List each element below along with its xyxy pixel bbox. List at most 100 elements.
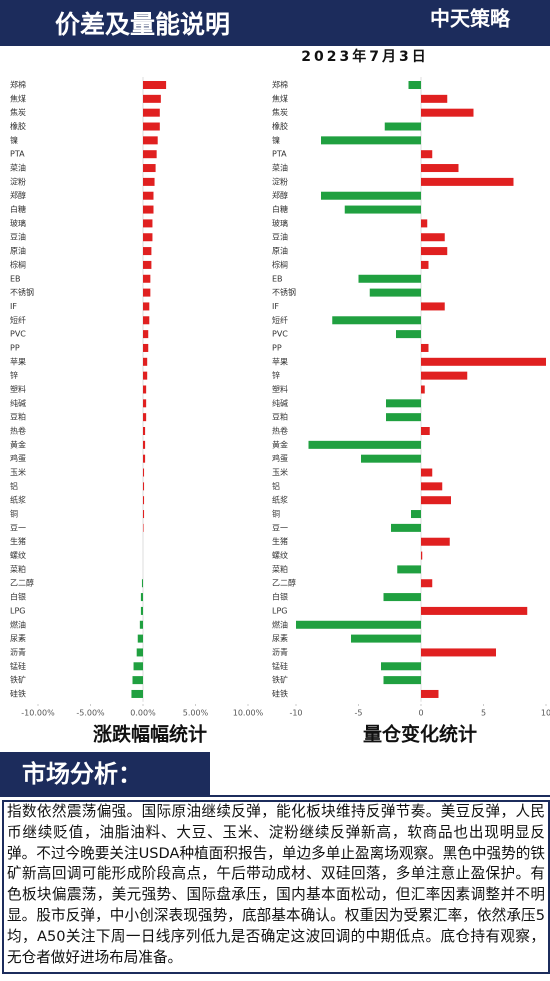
category-label: PTA bbox=[272, 150, 287, 159]
category-label: 淀粉 bbox=[10, 176, 26, 186]
bar bbox=[143, 94, 161, 103]
bar bbox=[321, 136, 421, 145]
category-label: 橡胶 bbox=[272, 121, 288, 131]
category-label: 棕榈 bbox=[10, 259, 26, 269]
category-label: 乙二醇 bbox=[272, 578, 296, 588]
bar bbox=[131, 689, 143, 698]
category-label: 锌 bbox=[272, 370, 280, 380]
category-label: 铁矿 bbox=[10, 675, 26, 685]
category-label: 铜 bbox=[10, 509, 18, 519]
bar bbox=[143, 468, 145, 477]
bar bbox=[421, 689, 439, 698]
bar bbox=[383, 676, 421, 685]
header-title: 价差及量能说明 bbox=[55, 10, 230, 39]
bar bbox=[143, 108, 160, 117]
bar bbox=[421, 579, 433, 588]
category-label: EB bbox=[10, 274, 21, 283]
bar bbox=[421, 302, 445, 311]
bar bbox=[132, 676, 143, 685]
category-label: 鸡蛋 bbox=[10, 453, 26, 463]
category-label: 镍 bbox=[272, 135, 280, 145]
category-label: PP bbox=[272, 343, 282, 352]
category-label: 菜油 bbox=[272, 163, 288, 173]
bar bbox=[143, 122, 160, 131]
category-label: PP bbox=[10, 343, 20, 352]
category-label: 纯碱 bbox=[10, 398, 26, 408]
category-label: 苹果 bbox=[10, 356, 26, 366]
category-label: 焦煤 bbox=[272, 93, 288, 103]
category-label: 螺纹 bbox=[272, 550, 288, 560]
bar bbox=[344, 205, 421, 214]
category-label: 不锈钢 bbox=[272, 287, 296, 297]
category-label: 菜粕 bbox=[10, 564, 26, 574]
category-label: 白糖 bbox=[272, 204, 288, 214]
bar bbox=[358, 274, 421, 283]
bar bbox=[408, 81, 421, 89]
category-label: 螺纹 bbox=[10, 550, 26, 560]
category-label: 黄金 bbox=[10, 439, 26, 449]
bar bbox=[143, 385, 147, 394]
category-label: PTA bbox=[10, 150, 25, 159]
chart-title: 涨跌幅幅统计 bbox=[93, 723, 207, 746]
category-label: 焦炭 bbox=[272, 107, 288, 117]
category-label: 尿素 bbox=[10, 633, 26, 643]
category-label: 豆油 bbox=[272, 232, 288, 242]
bar bbox=[421, 357, 546, 366]
category-label: 鸡蛋 bbox=[272, 453, 288, 463]
category-label: 玻璃 bbox=[10, 218, 26, 228]
category-label: 铁矿 bbox=[272, 675, 288, 685]
category-label: 生猪 bbox=[10, 536, 26, 546]
bar bbox=[397, 565, 421, 574]
bar bbox=[143, 454, 146, 463]
category-label: 郑棉 bbox=[272, 80, 288, 90]
category-label: 短纤 bbox=[272, 315, 288, 325]
bar bbox=[143, 164, 156, 173]
bar bbox=[411, 510, 421, 519]
bar bbox=[143, 427, 146, 435]
category-label: IF bbox=[272, 302, 279, 311]
bar bbox=[351, 634, 421, 643]
category-label: 纯碱 bbox=[272, 398, 288, 408]
bar bbox=[143, 150, 157, 159]
bar bbox=[143, 482, 145, 491]
bar bbox=[321, 191, 421, 200]
category-label: 豆粕 bbox=[10, 412, 26, 422]
bar bbox=[421, 648, 496, 657]
header-band bbox=[0, 0, 550, 46]
category-label: 锰硅 bbox=[10, 661, 26, 671]
category-label: 硅铁 bbox=[272, 688, 288, 698]
x-tick-label: -10 bbox=[289, 709, 302, 718]
bar bbox=[421, 343, 429, 352]
bar bbox=[308, 440, 421, 449]
bar bbox=[143, 233, 153, 242]
bar bbox=[396, 330, 421, 339]
bar bbox=[143, 260, 152, 269]
bar bbox=[421, 385, 425, 394]
bar bbox=[386, 413, 421, 422]
bar bbox=[383, 593, 421, 602]
category-label: 原油 bbox=[10, 246, 26, 256]
bar bbox=[361, 454, 421, 463]
bar bbox=[143, 330, 149, 339]
bar bbox=[143, 219, 153, 228]
x-tick-label: 10.00% bbox=[233, 709, 264, 718]
bar bbox=[140, 606, 143, 615]
category-label: LPG bbox=[10, 606, 25, 615]
bar bbox=[421, 537, 450, 546]
bar bbox=[143, 247, 152, 256]
bar bbox=[137, 634, 143, 643]
category-label: 镍 bbox=[10, 135, 18, 145]
category-label: 纸浆 bbox=[272, 495, 288, 505]
category-label: 沥青 bbox=[10, 647, 26, 657]
bar bbox=[391, 523, 421, 532]
category-label: 玉米 bbox=[10, 467, 26, 477]
category-label: 硅铁 bbox=[10, 688, 26, 698]
category-label: PVC bbox=[272, 330, 288, 339]
category-label: 焦炭 bbox=[10, 107, 26, 117]
bar bbox=[384, 122, 421, 131]
analysis-text: 指数依然震荡偏强。国际原油继续反弹，能化板块维持反弹节奏。美豆反弹，人民币继续贬… bbox=[2, 800, 550, 974]
category-label: 玻璃 bbox=[272, 218, 288, 228]
category-label: 郑棉 bbox=[10, 80, 26, 90]
x-tick-label: 10 bbox=[541, 709, 550, 718]
